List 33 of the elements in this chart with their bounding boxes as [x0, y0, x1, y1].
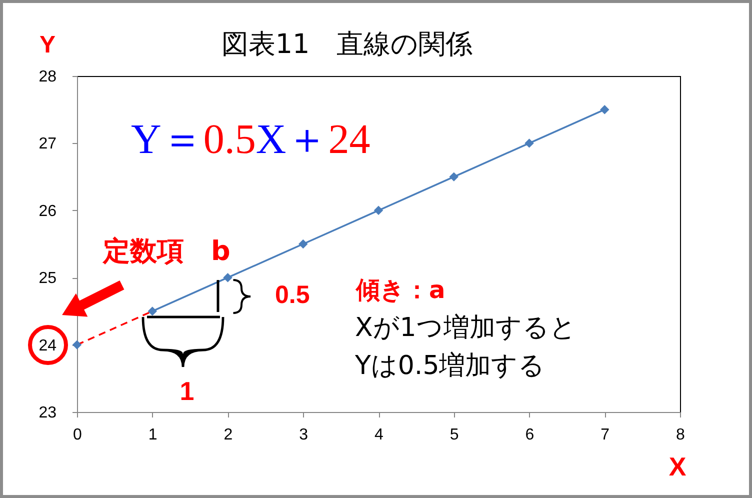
- point: [223, 272, 232, 282]
- x-tick-label: 2: [224, 426, 233, 444]
- x-tick-label: 1: [148, 426, 158, 444]
- point: [524, 138, 534, 148]
- x-tick-label: 3: [299, 426, 308, 444]
- y-tick-label: 26: [38, 202, 57, 220]
- x-tick-label: 6: [525, 426, 534, 444]
- y-axis-title: Y: [39, 32, 56, 58]
- y-tick-label: 23: [38, 404, 57, 422]
- annotation: 傾き：a: [355, 276, 446, 304]
- x-tick-label: 7: [600, 426, 610, 444]
- point: [148, 306, 157, 316]
- y-tick-label: 28: [38, 68, 57, 86]
- x-tick-label: 5: [450, 426, 459, 444]
- annotation: 1: [180, 376, 194, 406]
- annotation: 0.5: [275, 281, 310, 309]
- point: [298, 239, 308, 249]
- x-tick-label: 8: [676, 426, 686, 444]
- y-tick-label: 24: [38, 337, 57, 354]
- point: [374, 206, 384, 216]
- x-tick-label: 0: [73, 426, 82, 444]
- annotation: Xが1つ増加すると: [355, 313, 576, 343]
- y-tick-label: 25: [38, 270, 57, 288]
- point: [72, 340, 82, 350]
- annotation: Y＝0.5X＋24: [131, 117, 370, 163]
- y-tick-label: 27: [38, 136, 57, 153]
- x-tick-label: 4: [374, 426, 384, 444]
- chart-title: 図表11 直線の関係: [221, 29, 473, 60]
- annotation: Yは0.5増加する: [354, 351, 546, 381]
- point: [600, 104, 610, 114]
- point: [449, 172, 458, 182]
- x-axis-title: X: [668, 452, 687, 482]
- annotation: 定数項 b: [102, 236, 230, 267]
